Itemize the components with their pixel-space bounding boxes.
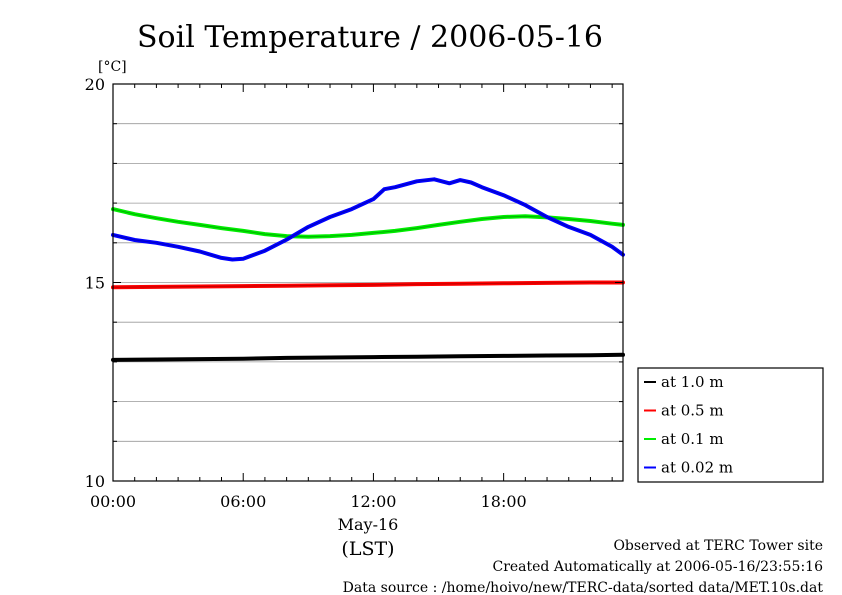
x-unit-label: (LST) <box>341 538 394 560</box>
legend: at 1.0 m at 0.5 m at 0.1 m at 0.02 m <box>637 367 824 483</box>
data-series-lines <box>111 177 625 362</box>
legend-label: at 0.5 m <box>661 402 724 420</box>
legend-label: at 1.0 m <box>661 373 724 391</box>
series-line-core <box>112 354 624 361</box>
chart-title: Soil Temperature / 2006-05-16 <box>137 20 603 55</box>
series-line-core <box>112 178 624 260</box>
series-line <box>111 352 625 362</box>
legend-label: at 0.02 m <box>661 459 733 477</box>
y-tick-label: 15 <box>85 274 105 293</box>
x-tick-label: 18:00 <box>481 492 527 511</box>
footer-observed-at: Observed at TERC Tower site <box>613 538 823 554</box>
y-tick-label: 20 <box>85 75 105 94</box>
footer-data-source: Data source : /home/hoivo/new/TERC-data/… <box>343 580 824 595</box>
legend-box <box>637 367 824 483</box>
series-line <box>111 177 625 262</box>
y-tick-label: 10 <box>85 472 105 491</box>
series-line <box>111 280 625 290</box>
series-line-core <box>112 282 623 288</box>
legend-label: at 0.1 m <box>661 430 724 448</box>
x-tick-label: 06:00 <box>220 492 266 511</box>
x-date-label: May-16 <box>338 515 399 534</box>
footer-created-at: Created Automatically at 2006-05-16/23:5… <box>492 559 823 575</box>
x-tick-label: 00:00 <box>90 492 136 511</box>
x-tick-label: 12:00 <box>350 492 396 511</box>
axis-ticks: 10 15 20 00:00 06:00 12:00 18:00 <box>85 75 623 511</box>
y-axis-unit-label: [°C] <box>98 59 127 75</box>
grid-lines <box>113 123 623 442</box>
